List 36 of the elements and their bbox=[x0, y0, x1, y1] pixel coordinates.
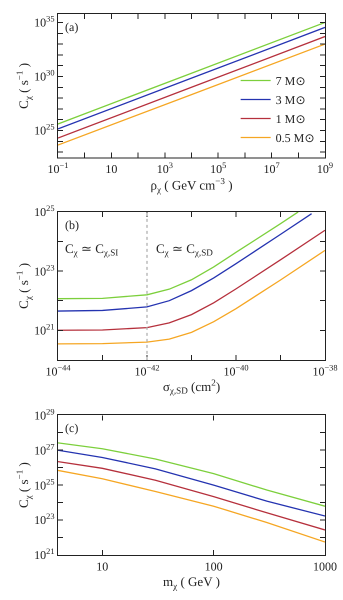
x-axis-title: m$_{χ}$ ( GeV ) bbox=[163, 574, 220, 591]
y-tick-label: 10$^{30}$ bbox=[34, 68, 54, 84]
x-tick-label: 10 bbox=[96, 560, 108, 574]
x-tick-label: 10$^{−40}$ bbox=[223, 363, 249, 378]
legend-label: 0.5 M⊙ bbox=[276, 131, 314, 146]
x-axis-title: σ$_{χ,SD}$ (cm$^{2}$) bbox=[162, 378, 220, 396]
y-tick-label: 10$^{25}$ bbox=[34, 204, 54, 220]
x-tick-label: 10$^{7}$ bbox=[264, 161, 280, 176]
x-tick-label: 1000 bbox=[313, 560, 337, 574]
x-tick-label: 10 bbox=[105, 162, 118, 176]
y-tick-label: 10$^{27}$ bbox=[34, 442, 54, 458]
y-tick-label: 10$^{25}$ bbox=[34, 122, 54, 138]
x-tick-label: 100 bbox=[204, 560, 223, 574]
x-tick-label: 10$^{3}$ bbox=[156, 161, 173, 176]
y-tick-label: 10$^{23}$ bbox=[34, 263, 54, 278]
legend-label: 7 M⊙ bbox=[276, 74, 306, 88]
x-tick-label: 10$^{−38}$ bbox=[312, 363, 338, 378]
legend-label: 3 M⊙ bbox=[276, 93, 306, 108]
legend-label: 1 M⊙ bbox=[276, 112, 306, 126]
annotation: (a) bbox=[65, 20, 78, 34]
y-tick-label: 10$^{25}$ bbox=[34, 477, 54, 492]
annotation: C$_{χ}$ ≃ C$_{χ,SD}$ bbox=[156, 241, 214, 258]
y-tick-label: 10$^{21}$ bbox=[34, 322, 54, 338]
x-tick-label: 10$^{−44}$ bbox=[45, 363, 72, 378]
y-tick-label: 10$^{23}$ bbox=[34, 512, 54, 528]
x-axis-title: ρ$_{χ}$ ( GeV cm$^{−3}$ ) bbox=[150, 176, 233, 194]
x-tick-label: 10$^{−42}$ bbox=[134, 363, 160, 378]
y-tick-label: 10$^{21}$ bbox=[34, 547, 54, 562]
x-tick-label: 10$^{−1}$ bbox=[48, 161, 68, 176]
annotation: (c) bbox=[65, 421, 78, 435]
y-tick-label: 10$^{29}$ bbox=[34, 407, 54, 422]
x-tick-label: 10$^{5}$ bbox=[210, 161, 226, 176]
y-tick-label: 10$^{35}$ bbox=[34, 14, 54, 30]
annotation: (b) bbox=[65, 218, 79, 232]
x-tick-label: 10$^{9}$ bbox=[316, 161, 334, 176]
annotation: C$_{χ}$ ≃ C$_{χ,SI}$ bbox=[65, 241, 118, 258]
